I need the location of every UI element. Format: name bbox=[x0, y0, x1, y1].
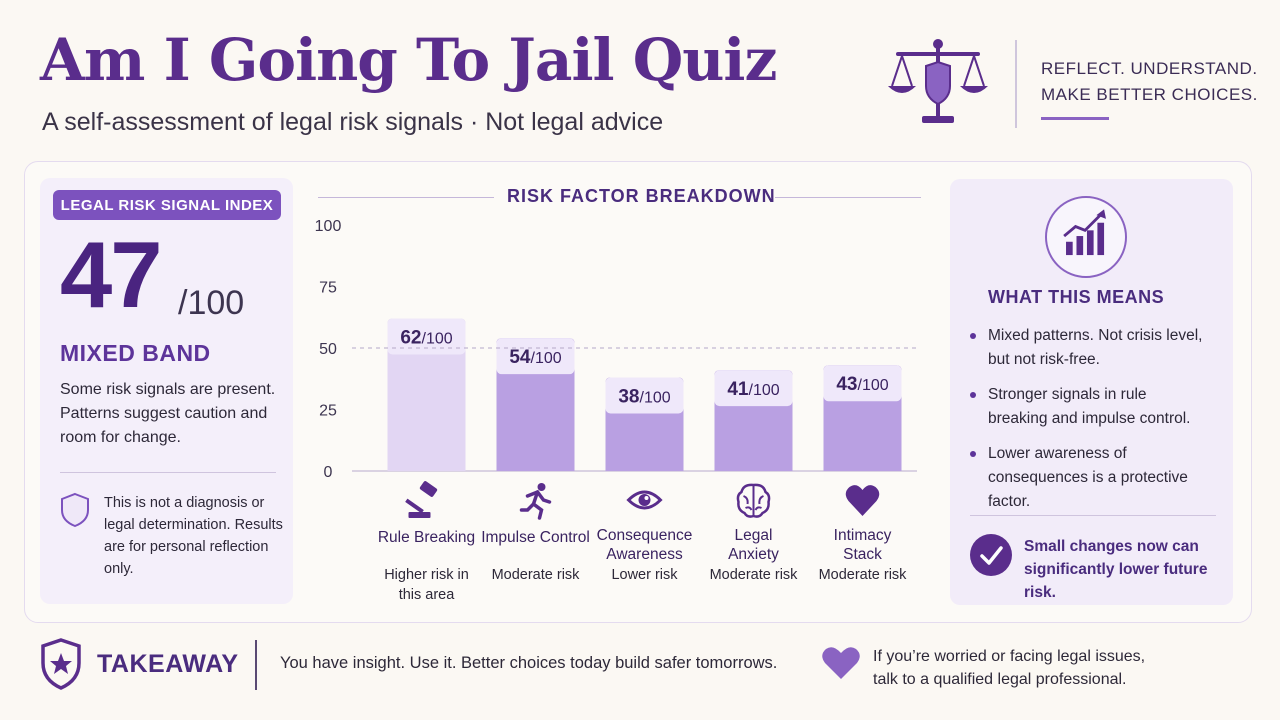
brain-icon bbox=[736, 483, 771, 518]
checkmark-icon bbox=[970, 534, 1012, 576]
risk-score-max: /100 bbox=[178, 284, 245, 322]
category-label: Intimacy bbox=[834, 527, 892, 544]
chart-title-rule-left bbox=[318, 197, 494, 198]
running-person-icon bbox=[519, 483, 552, 520]
risk-level-label: Moderate risk bbox=[710, 567, 799, 583]
what-this-means-title: WHAT THIS MEANS bbox=[988, 287, 1165, 307]
gavel-icon bbox=[405, 481, 438, 518]
takeaway-text: You have insight. Use it. Better choices… bbox=[280, 654, 778, 672]
disclaimer-text: This is not a diagnosis or legal determi… bbox=[104, 495, 283, 577]
y-tick-label: 100 bbox=[315, 218, 342, 235]
risk-band-description: Some risk signals are present. Patterns … bbox=[60, 381, 276, 446]
means-bullet: Stronger signals in rule breaking and im… bbox=[970, 383, 1210, 431]
heart-icon bbox=[822, 647, 860, 679]
header-divider bbox=[1015, 40, 1017, 128]
bar-value-label: 43/100 bbox=[836, 374, 888, 395]
tagline: REFLECT. UNDERSTAND. MAKE BETTER CHOICES… bbox=[1041, 59, 1258, 104]
y-tick-label: 25 bbox=[319, 403, 337, 420]
means-bullet: Lower awareness of consequences is a pro… bbox=[970, 442, 1210, 514]
chart-title: RISK FACTOR BREAKDOWN bbox=[507, 186, 776, 206]
bar-value-label: 41/100 bbox=[727, 379, 779, 400]
y-tick-label: 0 bbox=[324, 464, 333, 481]
score-panel-divider bbox=[60, 472, 276, 473]
callout-text: Small changes now can significantly lowe… bbox=[1024, 538, 1208, 601]
risk-level-label: Higher risk in bbox=[384, 567, 469, 583]
means-panel-divider bbox=[970, 515, 1216, 516]
bar-value-label-bg bbox=[387, 318, 466, 355]
heart-icon bbox=[845, 485, 880, 516]
category-label: Anxiety bbox=[728, 546, 779, 563]
chart-title-rule-right bbox=[775, 197, 921, 198]
tagline-accent-bar bbox=[1041, 117, 1109, 120]
page-title: Am I Going To Jail Quiz bbox=[40, 26, 777, 94]
shield-icon bbox=[61, 492, 89, 528]
legal-help-text: If you’re worried or facing legal issues… bbox=[873, 648, 1146, 688]
bar-value-label-bg bbox=[496, 338, 575, 375]
bar-value-label-bg bbox=[823, 365, 902, 402]
category-label: Awareness bbox=[606, 546, 683, 563]
trend-chart-icon bbox=[1045, 196, 1127, 278]
risk-index-pill: LEGAL RISK SIGNAL INDEX bbox=[53, 190, 281, 220]
bar-value-label-bg bbox=[605, 377, 684, 414]
risk-level-label: this area bbox=[399, 587, 456, 603]
footer-divider bbox=[255, 640, 257, 690]
category-label: Impulse Control bbox=[481, 529, 590, 546]
bar-value-label: 62/100 bbox=[400, 327, 452, 348]
chart-bar bbox=[387, 318, 466, 471]
y-tick-label: 50 bbox=[319, 341, 337, 358]
risk-level-label: Moderate risk bbox=[492, 567, 581, 583]
bar-value-label-bg bbox=[714, 370, 793, 407]
risk-level-label: Lower risk bbox=[611, 567, 678, 583]
scales-of-justice-icon bbox=[888, 39, 988, 123]
bar-value-label: 54/100 bbox=[509, 347, 561, 368]
bar-value-label: 38/100 bbox=[618, 387, 670, 408]
risk-band-label: MIXED BAND bbox=[60, 340, 211, 366]
risk-score-value: 47 bbox=[60, 222, 163, 327]
eye-icon bbox=[626, 490, 663, 510]
means-bullet: Mixed patterns. Not crisis level, but no… bbox=[970, 324, 1210, 372]
takeaway-label: TAKEAWAY bbox=[97, 650, 239, 678]
category-label: Consequence bbox=[597, 527, 693, 544]
page-subtitle: A self-assessment of legal risk signals … bbox=[42, 108, 664, 136]
risk-factor-bar-chart: 0 25 50 75 100 62/100 54/100 38/100 41/100 43/100… bbox=[315, 218, 917, 603]
shield-star-icon bbox=[41, 638, 81, 690]
y-tick-label: 75 bbox=[319, 280, 337, 297]
score-panel bbox=[40, 178, 293, 604]
category-label: Stack bbox=[843, 546, 882, 563]
category-label: Rule Breaking bbox=[378, 529, 475, 546]
category-label: Legal bbox=[735, 527, 773, 544]
risk-level-label: Moderate risk bbox=[819, 567, 908, 583]
